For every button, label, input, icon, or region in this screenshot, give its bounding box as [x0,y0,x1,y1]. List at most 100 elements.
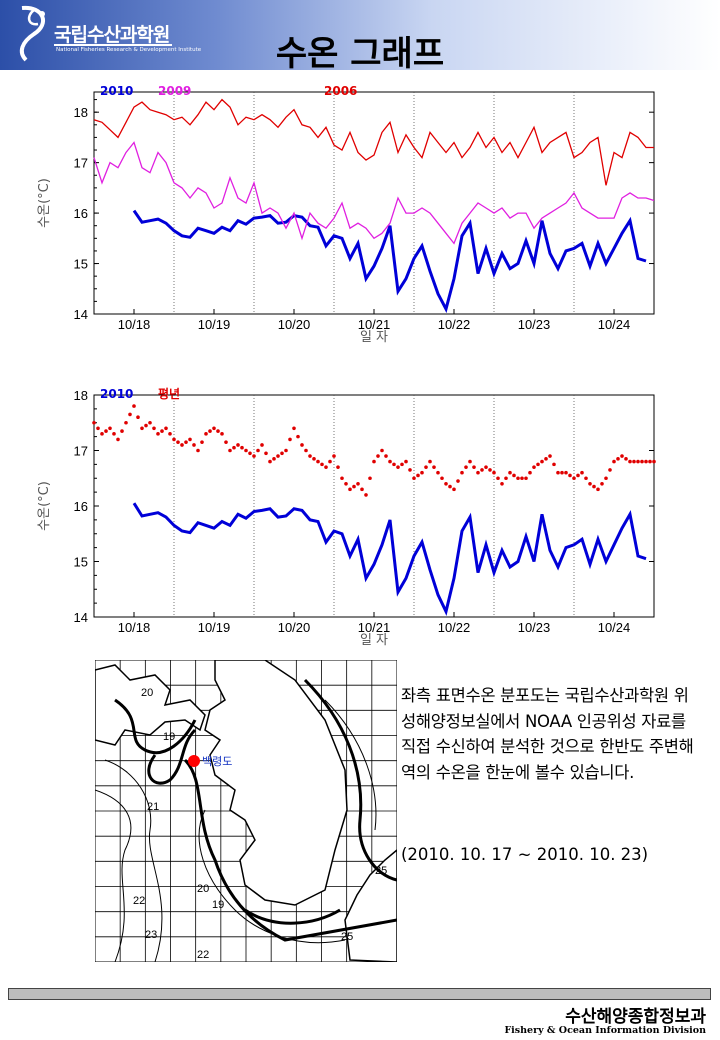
isotherm-label: 25 [375,865,387,877]
data-point [268,459,272,464]
data-point [428,459,432,464]
legend-entry: 평년 [158,387,180,401]
x-tick-label: 10/21 [358,317,391,332]
isotherm-label: 21 [147,801,159,813]
data-point [96,426,100,431]
data-point [256,448,260,453]
data-point [344,482,348,486]
data-point [396,465,400,469]
data-point [288,437,292,442]
x-tick-label: 10/20 [278,620,311,635]
chart-2010-vs-normal: 14 15 16 17 18 10/18 10/19 10/20 10/21 10/22 10/23… [37,387,656,648]
data-point [156,432,160,436]
data-point [592,484,596,489]
data-point [524,476,528,481]
data-point [204,432,208,436]
data-point [628,459,632,464]
data-point [440,476,444,481]
data-point [552,462,556,467]
station-label: 백령도 [202,755,232,768]
data-point [240,445,244,450]
data-point [332,454,336,458]
x-tick-label: 10/24 [598,317,631,332]
data-point [476,470,480,475]
data-point [224,440,228,444]
data-point [220,432,224,436]
data-point [300,443,304,447]
data-point [160,429,164,433]
japan-coast [344,849,397,962]
data-point [340,476,344,481]
data-point [408,468,412,472]
data-point [392,462,396,467]
x-tick-label: 10/23 [518,620,551,635]
data-point [484,465,488,469]
y-tick-label: 18 [74,388,88,403]
data-point [112,432,116,436]
data-point [636,459,640,464]
data-point [504,476,508,481]
data-point [492,470,496,475]
isotherm-label: 19 [212,899,224,911]
data-point [276,454,280,458]
data-point [460,470,464,475]
data-point [120,429,124,433]
data-point [232,445,236,450]
header-banner: 국립수산과학원 National Fisheries Research & De… [0,0,720,70]
y-tick-label: 14 [74,610,88,625]
data-point [100,432,104,436]
data-point [356,482,360,486]
isotherm-label: 22 [133,895,145,907]
x-tick-label: 10/18 [118,620,151,635]
data-point [400,462,404,467]
x-tick-label: 10/19 [198,317,231,332]
isotherm-label: 20 [197,883,209,895]
series-line [93,141,655,245]
y-tick-label: 15 [74,257,88,272]
x-tick-label: 10/20 [278,317,311,332]
data-point [128,412,132,417]
x-tick-label: 10/23 [518,317,551,332]
data-point [520,476,524,481]
isotherm-labels: 20 19 21 22 23 22 20 19 25 25 [133,687,387,961]
data-point [108,426,112,431]
data-point [168,432,172,436]
x-axis-label: 일 자 [360,330,388,345]
isotherm-label: 22 [197,949,209,961]
y-axis-label: 수온(°C) [37,178,52,228]
data-point [496,476,500,481]
description-period: (2010. 10. 17 ~ 2010. 10. 23) [401,845,649,864]
footer-org-ko: 수산해양종합정보과 [565,1007,706,1027]
data-point [292,426,296,431]
data-point [388,459,392,464]
data-point [272,457,276,461]
y-axis-label: 수온(°C) [37,481,52,531]
data-point [612,459,616,464]
data-point [512,473,516,478]
data-point [216,429,220,433]
data-point [564,470,568,475]
data-point [228,448,232,453]
data-point [324,465,328,469]
isotherm-lines [95,678,397,962]
data-point [328,459,332,464]
data-point [196,448,200,453]
institute-logo-icon [19,5,46,62]
data-point [436,470,440,475]
data-point [188,437,192,442]
data-point [236,443,240,447]
data-point [516,476,520,481]
y-tick-label: 17 [74,156,88,171]
data-point [208,429,212,433]
data-point [424,465,428,469]
data-point [600,482,604,486]
data-point [644,459,648,464]
data-point [176,440,180,444]
china-coast [95,664,206,746]
data-point [648,459,652,464]
data-point [336,465,340,469]
data-point [212,426,216,431]
data-point [412,476,416,481]
y-tick-label: 16 [74,499,88,514]
data-point [540,459,544,464]
